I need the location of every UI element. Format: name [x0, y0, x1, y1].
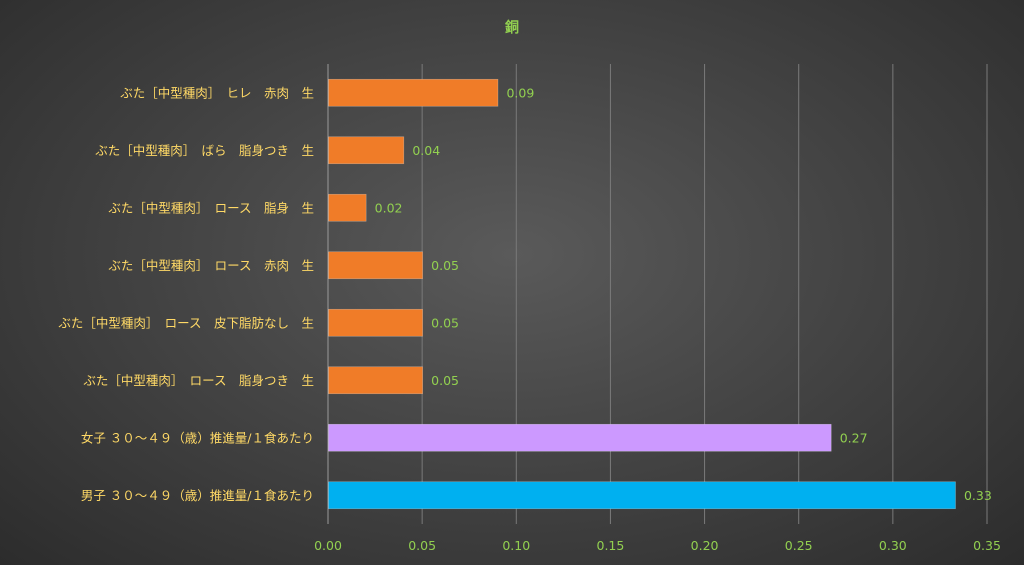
data-labels: 0.09 0.04 0.02 0.05 0.05 0.05 0.27 0.33: [375, 85, 992, 503]
chart-title: 銅: [505, 19, 519, 36]
bar: [328, 78, 499, 107]
x-tick-label: 0.25: [785, 538, 813, 553]
category-label: 男子 ３０～４９（歳）推進量/１食あたり: [81, 488, 314, 503]
data-label: 0.09: [506, 85, 534, 100]
category-label: 女子 ３０～４９（歳）推進量/１食あたり: [81, 430, 314, 445]
category-label: ぶた［中型種肉］ ロース 脂身 生: [108, 200, 314, 215]
x-tick-label: 0.15: [597, 538, 625, 553]
data-label: 0.04: [412, 143, 440, 158]
x-tick-label: 0.00: [314, 538, 342, 553]
category-label: ぶた［中型種肉］ ロース 赤肉 生: [108, 258, 314, 273]
bar: [328, 136, 405, 165]
bar: [328, 308, 423, 337]
category-label: ぶた［中型種肉］ ロース 脂身つき 生: [83, 373, 314, 388]
bar: [328, 481, 956, 510]
bar: [328, 193, 367, 222]
data-label: 0.27: [840, 430, 868, 445]
x-tick-label: 0.10: [502, 538, 530, 553]
category-label: ぶた［中型種肉］ ばら 脂身つき 生: [95, 143, 314, 158]
x-tick-label: 0.05: [408, 538, 436, 553]
bar: [328, 251, 423, 280]
x-axis-tick-labels: 0.00 0.05 0.10 0.15 0.20 0.25 0.30 0.35: [314, 538, 1001, 553]
x-tick-label: 0.20: [691, 538, 719, 553]
category-label: ぶた［中型種肉］ ヒレ 赤肉 生: [120, 85, 314, 100]
x-tick-label: 0.35: [973, 538, 1001, 553]
category-label: ぶた［中型種肉］ ロース 皮下脂肪なし 生: [58, 315, 314, 330]
data-label: 0.05: [431, 315, 459, 330]
gridlines: [327, 64, 988, 524]
data-label: 0.02: [375, 200, 403, 215]
data-label: 0.05: [431, 258, 459, 273]
data-label: 0.33: [964, 488, 992, 503]
bar: [328, 366, 423, 395]
x-tick-label: 0.30: [879, 538, 907, 553]
bar: [328, 423, 832, 452]
category-labels: ぶた［中型種肉］ ヒレ 赤肉 生ぶた［中型種肉］ ばら 脂身つき 生ぶた［中型種…: [58, 85, 314, 503]
data-label: 0.05: [431, 373, 459, 388]
bar-series: [328, 78, 956, 510]
